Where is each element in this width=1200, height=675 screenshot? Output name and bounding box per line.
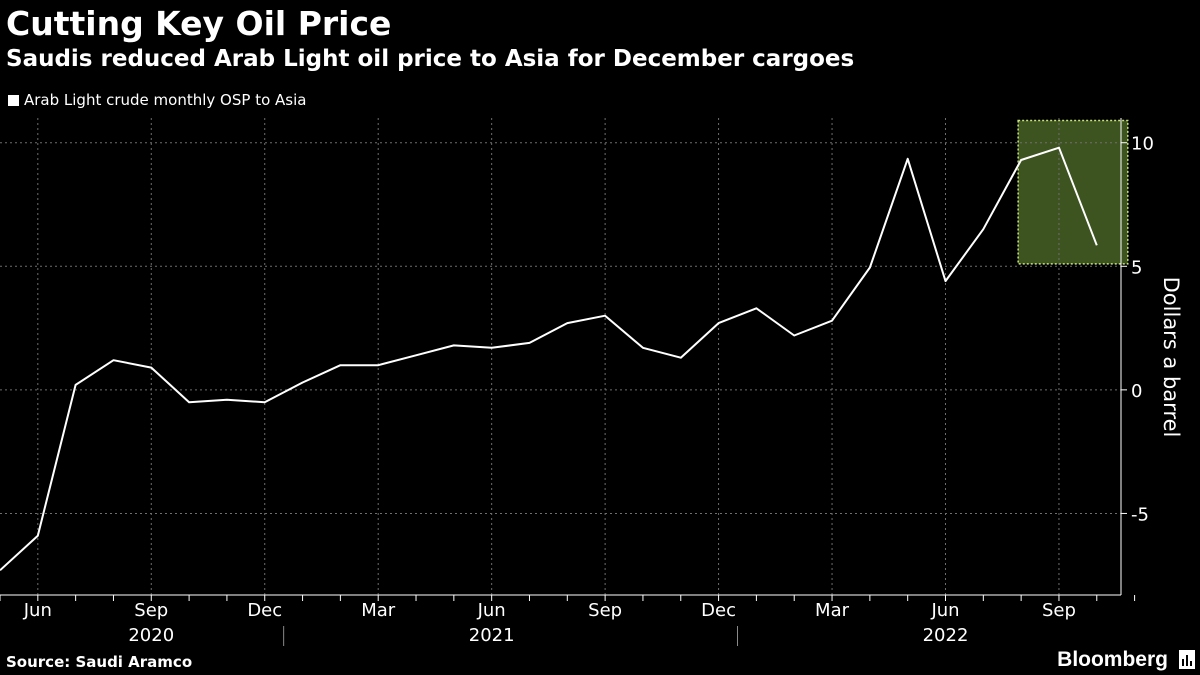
x-tick-label: Jun xyxy=(930,600,959,621)
x-tick-label: Dec xyxy=(701,600,736,621)
legend-swatch xyxy=(8,94,19,106)
year-label: 2021 xyxy=(469,625,515,646)
x-tick-label: Sep xyxy=(588,600,622,621)
year-label: 2022 xyxy=(923,625,969,646)
y-tick-label: 0 xyxy=(1131,381,1142,402)
y-tick-label: 5 xyxy=(1131,257,1142,278)
x-tick-label: Jun xyxy=(23,600,52,621)
x-tick-label: Jun xyxy=(477,600,506,621)
y-axis-label: Dollars a barrel xyxy=(1159,276,1183,438)
bloomberg-chart-icon xyxy=(1179,650,1195,669)
legend: Arab Light crude monthly OSP to Asia xyxy=(8,90,306,110)
source-note: Source: Saudi Aramco xyxy=(6,653,193,671)
x-tick-label: Mar xyxy=(815,600,850,621)
x-tick-label: Dec xyxy=(247,600,282,621)
y-tick-label: 10 xyxy=(1131,134,1154,155)
series-line xyxy=(0,146,1098,572)
legend-label: Arab Light crude monthly OSP to Asia xyxy=(24,91,307,109)
x-tick-label: Sep xyxy=(134,600,168,621)
chart-title: Cutting Key Oil Price xyxy=(6,4,392,43)
year-label: 2020 xyxy=(128,625,174,646)
x-tick-label: Sep xyxy=(1042,600,1076,621)
chart-subtitle: Saudis reduced Arab Light oil price to A… xyxy=(6,46,855,72)
bloomberg-logo: Bloomberg xyxy=(1057,648,1168,671)
y-tick-label: -5 xyxy=(1131,504,1149,525)
x-tick-label: Mar xyxy=(361,600,396,621)
highlight-box xyxy=(1017,119,1129,265)
